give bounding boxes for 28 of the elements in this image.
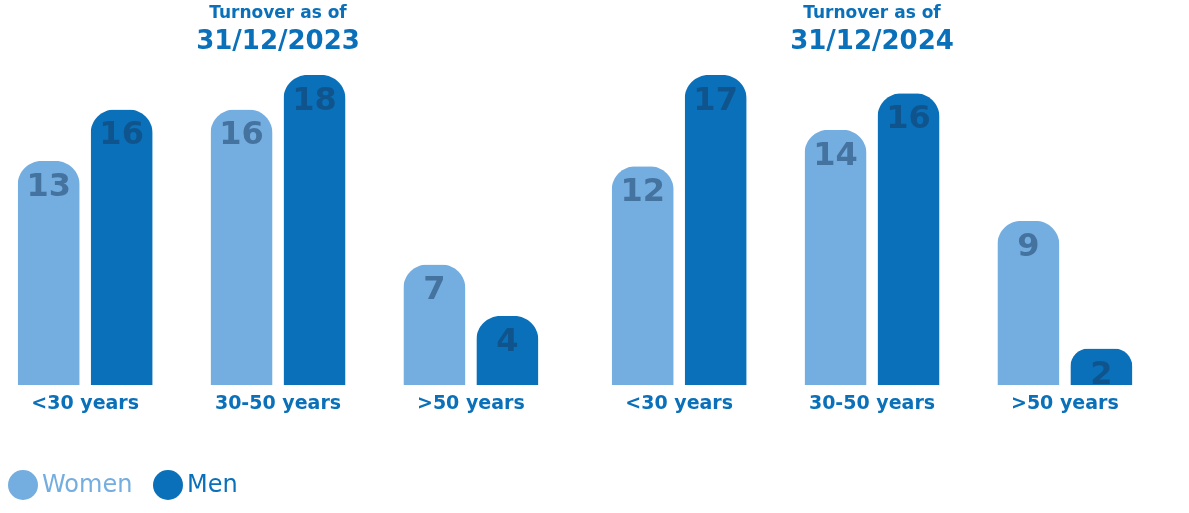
x-tick-label: 30-50 years <box>808 390 936 413</box>
legend-label: Women <box>42 470 133 498</box>
bar <box>210 109 273 385</box>
bar <box>877 93 940 385</box>
bar <box>804 129 867 385</box>
data-label: 12 <box>620 171 665 210</box>
chart-subtitle: 31/12/2024 <box>790 25 954 55</box>
x-tick-label: >50 years <box>416 390 525 413</box>
data-label: 9 <box>1017 225 1040 264</box>
bar <box>90 109 153 385</box>
x-tick-label: 30-50 years <box>214 390 342 413</box>
bar <box>17 161 80 385</box>
x-tick-label: >50 years <box>1010 390 1119 413</box>
data-label: 16 <box>219 114 264 153</box>
bar <box>283 75 346 385</box>
data-label: 13 <box>26 166 71 205</box>
data-label: 7 <box>423 269 446 308</box>
x-tick-label: <30 years <box>31 390 140 413</box>
bar <box>684 75 747 385</box>
x-tick-label: <30 years <box>625 390 734 413</box>
chart-title: Turnover as of <box>803 2 942 22</box>
bar <box>611 166 674 385</box>
bar <box>403 264 466 385</box>
chart-subtitle: 31/12/2023 <box>196 25 360 55</box>
bar <box>997 220 1060 385</box>
data-label: 14 <box>813 134 858 173</box>
legend-label: Men <box>187 470 238 498</box>
chart-title: Turnover as of <box>209 2 348 22</box>
